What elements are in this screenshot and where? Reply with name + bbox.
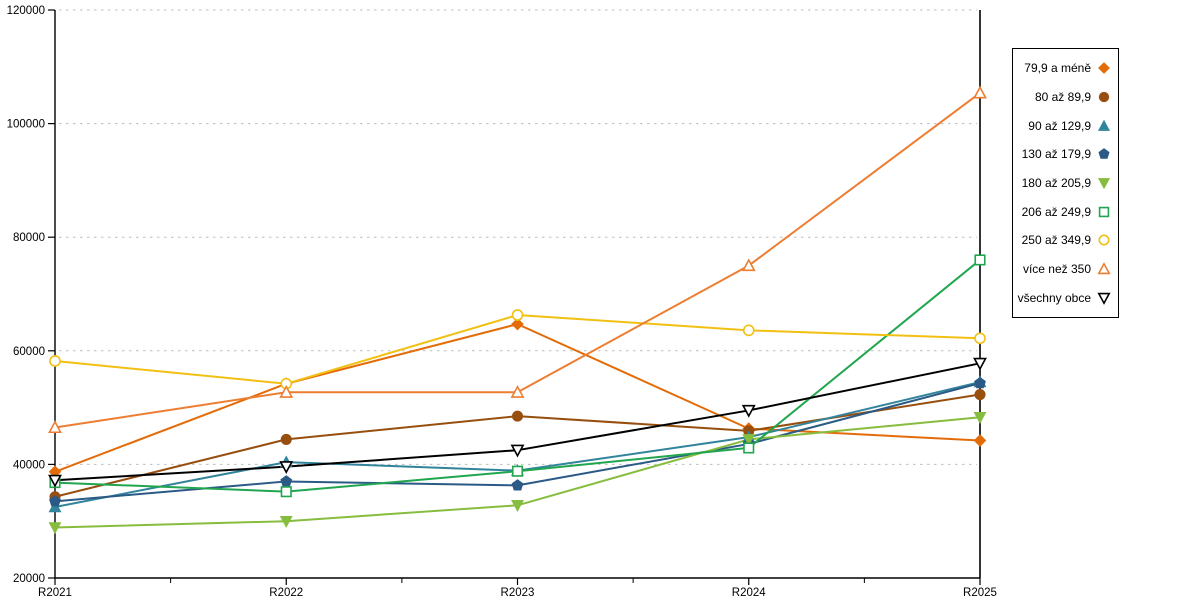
legend-marker-triangle-down [1097, 292, 1111, 305]
data-point-s5-R2024 [743, 442, 755, 454]
y-tick-label: 60000 [13, 346, 45, 358]
legend-item-label: 180 až 205,9 [1021, 176, 1091, 191]
data-point-s5-R2023 [511, 465, 524, 477]
legend-marker-circle [1098, 91, 1110, 103]
legend-item-label: více než 350 [1022, 262, 1091, 277]
legend-item-3: 130 až 179,9 [1017, 140, 1111, 169]
data-point-s5-R2025 [974, 254, 986, 266]
legend-marker-circle [1098, 234, 1110, 246]
data-point-s6-R2023 [511, 309, 524, 321]
data-point-s1-R2025 [974, 388, 986, 401]
legend-marker-triangle-up [1097, 119, 1111, 131]
data-point-s3-R2023 [511, 479, 524, 491]
legend-item-label: 130 až 179,9 [1021, 147, 1091, 162]
x-tick-label: R2025 [963, 587, 997, 599]
legend-marker-triangle-up [1097, 262, 1111, 275]
data-point-s7-R2023 [510, 384, 525, 398]
data-point-s7-R2022 [279, 384, 294, 398]
legend-triangle-up-icon [1097, 262, 1111, 275]
legend-item-4: 180 až 205,9 [1017, 169, 1111, 198]
legend-marker-triangle-down [1097, 178, 1111, 190]
data-point-s4-R2025 [973, 411, 987, 424]
data-point-s1-R2022 [280, 433, 292, 445]
data-point-s6-R2025 [974, 332, 986, 345]
data-point-s8-R2021 [48, 474, 62, 488]
legend-item-8: všechny obce [1017, 284, 1111, 313]
data-point-s5-R2022 [280, 486, 292, 498]
legend-item-1: 80 až 89,9 [1017, 83, 1111, 112]
x-tick-label: R2023 [501, 587, 535, 599]
data-point-s1-R2023 [511, 410, 524, 422]
data-point-s8-R2022 [279, 461, 294, 474]
legend-marker-square [1098, 206, 1110, 218]
legend-item-label: 90 až 129,9 [1028, 118, 1091, 133]
x-tick-label: R2024 [732, 587, 766, 599]
legend-circle-icon [1098, 234, 1110, 246]
data-point-s2-R2021 [48, 500, 62, 513]
legend-triangle-down-icon [1097, 292, 1111, 305]
y-tick-label: 120000 [7, 5, 45, 17]
legend-item-2: 90 až 129,9 [1017, 111, 1111, 140]
data-point-s4-R2024 [742, 434, 756, 447]
data-point-s7-R2021 [48, 420, 62, 434]
x-tick-label: R2022 [269, 587, 303, 599]
legend-triangle-up-icon [1097, 119, 1111, 131]
legend-diamond-icon [1098, 62, 1110, 75]
legend-marker-diamond [1098, 62, 1110, 75]
legend-item-label: 80 až 89,9 [1034, 90, 1091, 105]
legend-pentagon-icon [1098, 148, 1110, 160]
x-tick-label: R2021 [38, 587, 72, 599]
data-point-s4-R2022 [279, 515, 293, 528]
data-point-s8-R2025 [973, 357, 987, 371]
y-tick-label: 80000 [13, 232, 45, 244]
y-tick-label: 40000 [13, 459, 45, 471]
data-point-s8-R2023 [510, 444, 525, 458]
data-point-s8-R2024 [741, 404, 756, 418]
legend-item-label: 206 až 249,9 [1021, 204, 1091, 219]
data-point-s3-R2021 [49, 495, 61, 507]
legend-item-7: více než 350 [1017, 255, 1111, 284]
data-point-s7-R2025 [973, 85, 987, 99]
data-point-s0-R2023 [511, 317, 524, 331]
legend-item-label: 79,9 a méně [1024, 61, 1091, 76]
data-point-s6-R2021 [49, 355, 61, 367]
data-point-s0-R2025 [973, 434, 987, 447]
legend-marker-pentagon [1098, 148, 1110, 160]
y-tick-label: 20000 [13, 573, 45, 585]
legend-item-5: 206 až 249,9 [1017, 197, 1111, 226]
legend: 79,9 a méně 80 až 89,9 90 až 129,9 130 až 1… [1012, 48, 1119, 319]
legend-item-0: 79,9 a méně [1017, 54, 1111, 83]
data-point-s7-R2024 [741, 258, 756, 272]
y-tick-label: 100000 [7, 119, 45, 131]
data-point-s3-R2025 [974, 376, 986, 389]
data-point-s6-R2024 [742, 324, 755, 337]
legend-item-6: 250 až 349,9 [1017, 226, 1111, 255]
legend-item-label: 250 až 349,9 [1021, 233, 1091, 248]
series-line-7 [54, 91, 981, 429]
legend-item-label: všechny obce [1017, 290, 1091, 305]
legend-square-icon [1098, 206, 1110, 218]
legend-circle-icon [1098, 91, 1110, 103]
data-point-s4-R2023 [511, 500, 524, 512]
legend-triangle-down-icon [1097, 178, 1111, 190]
data-point-s3-R2022 [280, 475, 293, 487]
data-point-s4-R2021 [48, 522, 62, 535]
